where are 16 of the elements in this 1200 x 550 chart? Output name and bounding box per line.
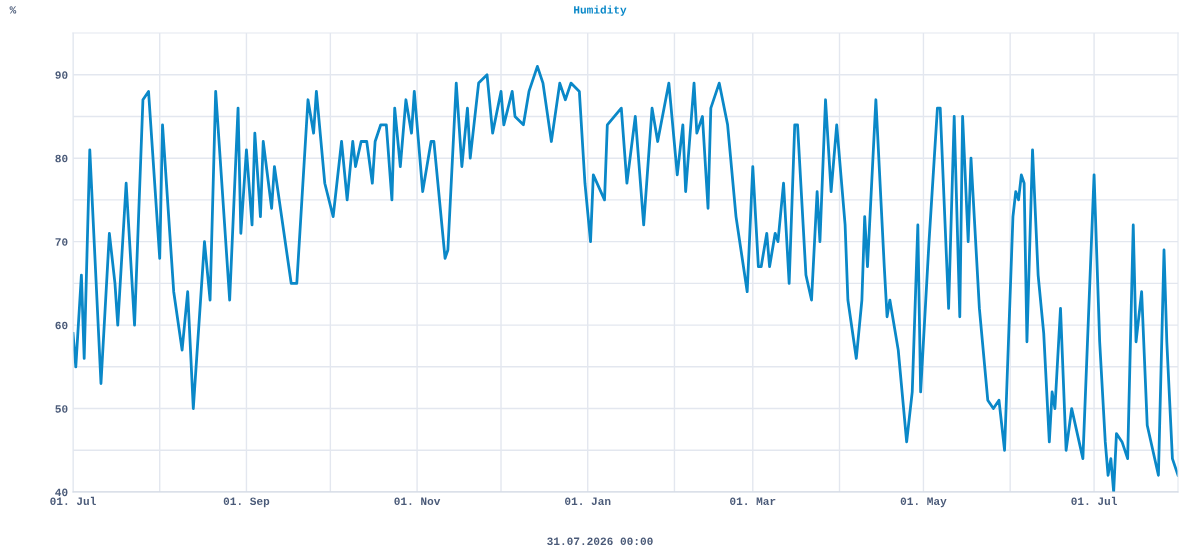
y-axis-title: % [9,6,17,14]
x-tick-label: 01. Jul [1071,496,1117,506]
text: 31.07.2026 00:00 [547,537,653,546]
y-tick-label: 70 [55,238,68,246]
y-tick-label: 60 [55,321,68,330]
x-tick-label: 01. Jul [50,496,96,506]
x-tick-label: 01. Mar [730,497,776,506]
chart-title: Humidity [574,5,627,16]
y-tick-label: 90 [55,71,68,79]
x-tick-label: 01. May [900,497,947,508]
x-tick-label: 01. Sep [223,497,270,508]
y-tick-label: 80 [55,154,68,163]
x-tick-label: 01. Jan [565,497,611,506]
y-tick-label: 50 [55,405,68,413]
y-tick-label: 40 [55,488,68,497]
x-tick-label: 01. Nov [394,497,441,506]
